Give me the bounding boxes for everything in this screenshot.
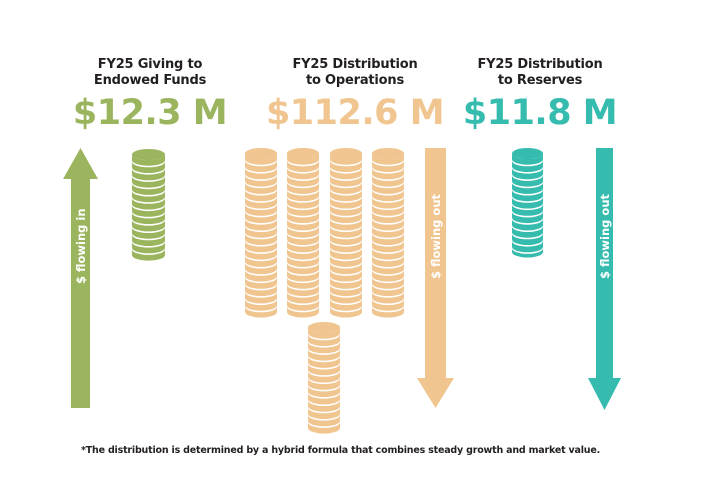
giving-amount: $12.3 M <box>72 93 228 133</box>
flowing-in-arrow-icon <box>63 148 98 408</box>
operations-amount: $112.6 M <box>265 93 445 133</box>
flowing-in-label: $ flowing in <box>74 208 88 284</box>
operations-title-line1: FY25 Distribution <box>292 57 418 72</box>
coin-stack-operations-1-icon <box>245 148 277 318</box>
giving-title-line2: Endowed Funds <box>93 73 207 88</box>
reserves-flowing-out-arrow-icon <box>588 148 621 410</box>
footnote: *The distribution is determined by a hyb… <box>81 445 601 456</box>
reserves-flowing-out-label: $ flowing out <box>598 193 612 279</box>
reserves-title: FY25 Distribution to Reserves <box>455 57 625 89</box>
reserves-title-line1: FY25 Distribution <box>477 57 603 72</box>
coin-stack-operations-5-icon <box>308 322 340 434</box>
operations-flowing-out-arrow-icon <box>417 148 454 408</box>
coin-stack-operations-4-icon <box>372 148 404 318</box>
operations-title-line2: to Operations <box>305 73 405 88</box>
coin-stack-reserves-icon <box>512 148 543 258</box>
giving-title: FY25 Giving to Endowed Funds <box>55 57 245 89</box>
reserves-title-line2: to Reserves <box>497 73 583 88</box>
coin-stack-operations-2-icon <box>287 148 319 318</box>
giving-title-line1: FY25 Giving to <box>97 57 203 72</box>
coin-stack-operations-3-icon <box>330 148 362 318</box>
reserves-amount: $11.8 M <box>462 93 618 133</box>
operations-flowing-out-label: $ flowing out <box>429 193 443 279</box>
coin-stack-giving-icon <box>132 149 165 261</box>
operations-title: FY25 Distribution to Operations <box>255 57 455 89</box>
